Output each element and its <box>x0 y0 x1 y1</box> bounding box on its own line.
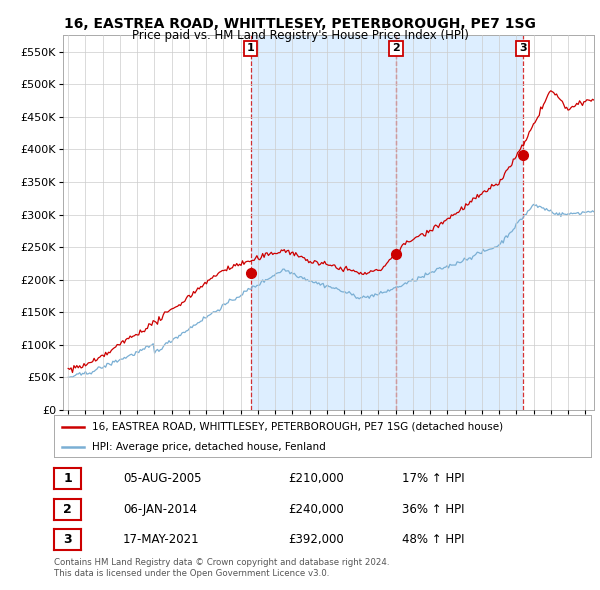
Text: £210,000: £210,000 <box>288 472 344 485</box>
Text: 48% ↑ HPI: 48% ↑ HPI <box>402 533 464 546</box>
Text: Price paid vs. HM Land Registry's House Price Index (HPI): Price paid vs. HM Land Registry's House … <box>131 30 469 42</box>
Text: HPI: Average price, detached house, Fenland: HPI: Average price, detached house, Fenl… <box>92 442 325 451</box>
Text: 16, EASTREA ROAD, WHITTLESEY, PETERBOROUGH, PE7 1SG: 16, EASTREA ROAD, WHITTLESEY, PETERBOROU… <box>64 17 536 31</box>
Text: 1: 1 <box>63 472 72 485</box>
Bar <box>251 35 523 410</box>
Text: 3: 3 <box>519 44 527 54</box>
Text: Contains HM Land Registry data © Crown copyright and database right 2024.
This d: Contains HM Land Registry data © Crown c… <box>54 558 389 578</box>
Text: 36% ↑ HPI: 36% ↑ HPI <box>402 503 464 516</box>
Text: 2: 2 <box>392 44 400 54</box>
Text: 3: 3 <box>63 533 72 546</box>
Text: 06-JAN-2014: 06-JAN-2014 <box>123 503 197 516</box>
Text: 05-AUG-2005: 05-AUG-2005 <box>123 472 202 485</box>
Text: 17% ↑ HPI: 17% ↑ HPI <box>402 472 464 485</box>
Text: 2: 2 <box>63 503 72 516</box>
Text: £392,000: £392,000 <box>288 533 344 546</box>
Text: 1: 1 <box>247 44 254 54</box>
Text: 16, EASTREA ROAD, WHITTLESEY, PETERBOROUGH, PE7 1SG (detached house): 16, EASTREA ROAD, WHITTLESEY, PETERBOROU… <box>92 422 503 432</box>
Text: 17-MAY-2021: 17-MAY-2021 <box>123 533 200 546</box>
Text: £240,000: £240,000 <box>288 503 344 516</box>
